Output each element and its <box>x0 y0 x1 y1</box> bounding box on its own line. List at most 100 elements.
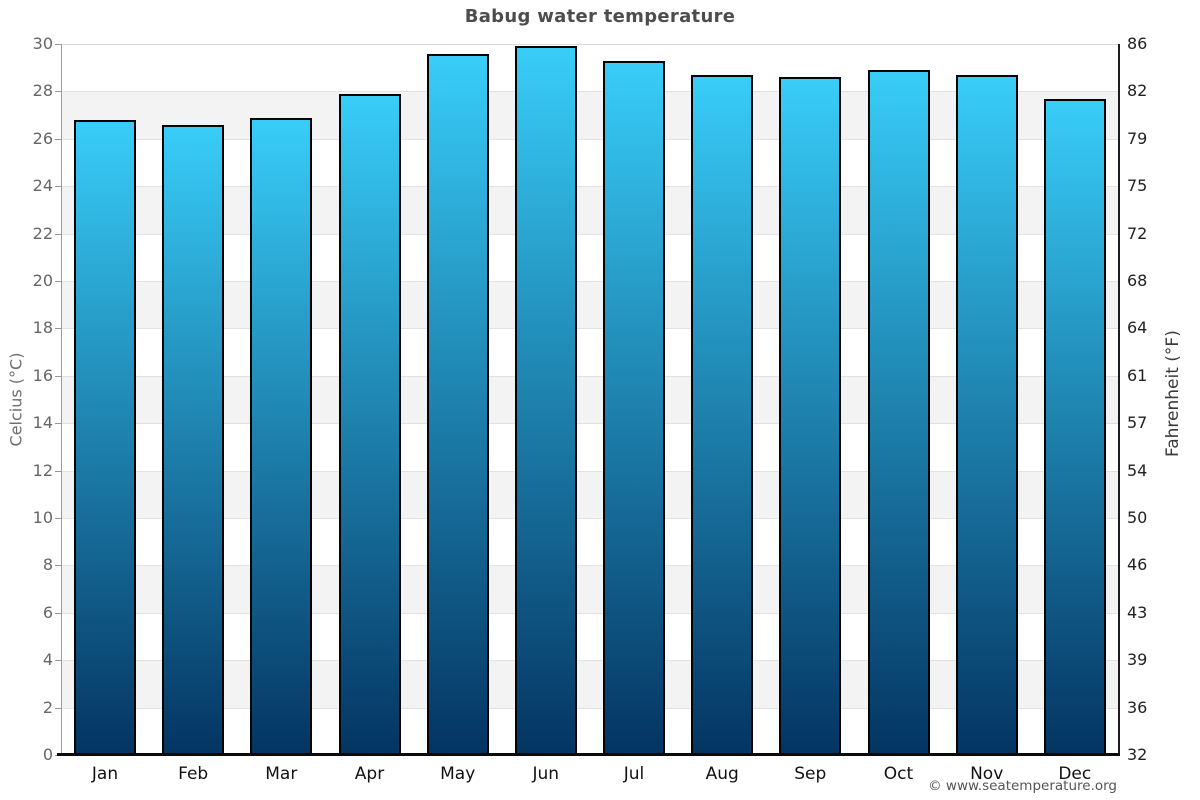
y-tick-label-celsius: 28 <box>32 81 53 101</box>
y-axis-tick <box>55 423 61 425</box>
y-tick-label-fahrenheit: 36 <box>1127 697 1148 717</box>
y-axis-tick <box>55 44 61 45</box>
x-tick-label-month: Mar <box>265 764 298 784</box>
y-tick-label-fahrenheit: 86 <box>1127 34 1148 53</box>
gridline <box>61 233 1119 235</box>
y-axis-tick <box>55 91 61 93</box>
y-tick-label-celsius: 24 <box>32 176 53 196</box>
temperature-bar <box>867 70 930 755</box>
x-tick-label-month: Apr <box>354 764 385 784</box>
plot-shaded-band <box>61 186 1119 234</box>
y-tick-label-celsius: 16 <box>32 365 53 385</box>
gridline <box>61 91 1119 93</box>
gridline <box>61 660 1119 662</box>
temperature-bar <box>426 53 489 755</box>
x-tick-label-month: Aug <box>705 764 739 784</box>
y-tick-label-fahrenheit: 54 <box>1127 460 1148 480</box>
plot-shaded-band <box>61 660 1119 708</box>
y-tick-label-celsius: 18 <box>32 318 53 338</box>
x-tick-label-month: May <box>440 764 476 784</box>
y-tick-label-fahrenheit: 82 <box>1127 81 1148 101</box>
y-tick-label-fahrenheit: 39 <box>1127 650 1148 670</box>
y-tick-label-fahrenheit: 61 <box>1127 365 1148 385</box>
y-tick-label-celsius: 12 <box>32 460 53 480</box>
temperature-bar <box>1043 98 1106 755</box>
y-axis-tick <box>55 612 61 614</box>
y-axis-tick <box>55 518 61 519</box>
y-axis-tick <box>55 233 61 235</box>
y-axis-tick <box>55 470 61 472</box>
y-tick-label-celsius: 6 <box>42 602 53 622</box>
gridline <box>61 138 1119 140</box>
gridline <box>61 375 1119 377</box>
gridline <box>61 281 1119 282</box>
gridline <box>61 565 1119 567</box>
y-axis-tick <box>55 660 61 662</box>
y-axis-tick <box>55 281 61 282</box>
y-axis-title-fahrenheit: Fahrenheit (°F) <box>1163 330 1183 457</box>
y-tick-label-fahrenheit: 75 <box>1127 176 1148 196</box>
y-axis-line-left <box>61 44 62 755</box>
y-axis-tick <box>55 375 61 377</box>
x-tick-label-month: Jun <box>532 764 560 784</box>
y-tick-label-fahrenheit: 43 <box>1127 602 1148 622</box>
plot-shaded-band <box>61 281 1119 329</box>
y-tick-label-fahrenheit: 57 <box>1127 413 1148 433</box>
plot-shaded-band <box>61 470 1119 518</box>
y-axis-tick <box>55 707 61 709</box>
x-tick-label-month: Oct <box>883 764 914 784</box>
temperature-bar <box>338 93 401 755</box>
y-tick-label-celsius: 8 <box>42 555 53 575</box>
x-tick-label-month: Feb <box>178 764 209 784</box>
gridline <box>61 423 1119 425</box>
y-tick-label-fahrenheit: 68 <box>1127 271 1148 290</box>
temperature-bar <box>162 124 225 755</box>
y-tick-label-celsius: 22 <box>32 223 53 243</box>
y-axis-tick <box>55 138 61 140</box>
y-tick-label-celsius: 2 <box>42 697 53 717</box>
y-tick-label-fahrenheit: 64 <box>1127 318 1148 338</box>
gridline <box>61 518 1119 519</box>
plot-shaded-band <box>61 565 1119 613</box>
y-axis-title-celsius: Celcius (°C) <box>6 352 26 447</box>
x-tick-label-month: Sep <box>794 764 827 784</box>
x-tick-label-month: Nov <box>970 764 1004 784</box>
y-axis-line-right <box>1118 44 1120 755</box>
y-tick-label-fahrenheit: 32 <box>1127 745 1148 764</box>
temperature-bar <box>779 77 842 755</box>
plot-shaded-band <box>61 91 1119 139</box>
y-tick-label-celsius: 4 <box>42 650 53 670</box>
gridline <box>61 186 1119 188</box>
y-axis-tick <box>55 186 61 188</box>
y-axis-tick <box>55 328 61 330</box>
x-tick-label-month: Jul <box>623 764 645 784</box>
y-axis-tick <box>55 565 61 567</box>
y-tick-label-celsius: 0 <box>42 745 53 764</box>
y-tick-label-fahrenheit: 50 <box>1127 508 1148 527</box>
gridline <box>61 328 1119 330</box>
temperature-bar <box>691 74 754 755</box>
gridline <box>61 44 1119 45</box>
temperature-bar <box>603 60 666 755</box>
y-tick-label-fahrenheit: 72 <box>1127 223 1148 243</box>
gridline <box>61 470 1119 472</box>
x-tick-label-month: Jan <box>91 764 119 784</box>
y-tick-label-fahrenheit: 46 <box>1127 555 1148 575</box>
gridline <box>61 612 1119 614</box>
y-tick-label-fahrenheit: 79 <box>1127 128 1148 148</box>
temperature-bar <box>250 117 313 755</box>
x-axis-line <box>57 753 1120 756</box>
plot-shaded-band <box>61 375 1119 424</box>
temperature-bar <box>74 119 137 755</box>
x-tick-label-month: Dec <box>1058 764 1092 784</box>
copyright-text: © www.seatemperature.org <box>928 778 1117 794</box>
temperature-bar <box>514 46 577 755</box>
chart-title: Babug water temperature <box>464 6 736 27</box>
y-tick-label-celsius: 30 <box>32 34 53 53</box>
y-tick-label-celsius: 20 <box>32 271 53 290</box>
y-tick-label-celsius: 26 <box>32 128 53 148</box>
y-tick-label-celsius: 14 <box>32 413 53 433</box>
y-tick-label-celsius: 10 <box>32 508 53 527</box>
